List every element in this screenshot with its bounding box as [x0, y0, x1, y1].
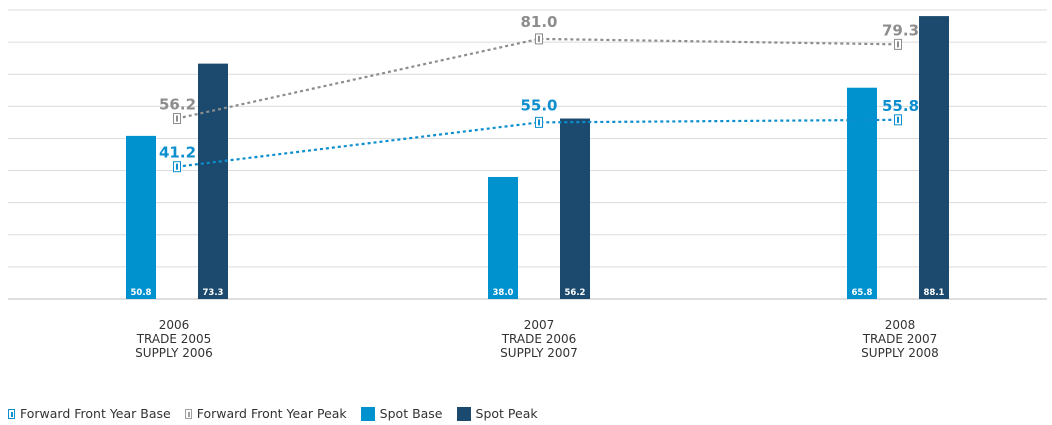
bar-value-label: 56.2 [565, 288, 586, 298]
x-tick-label: SUPPLY 2008 [861, 346, 939, 360]
legend-item-forward-peak: Forward Front Year Peak [184, 406, 347, 421]
legend-item-spot-base: Spot Base [360, 406, 443, 421]
chart-bars: 50.8 38.0 65.8 73.3 56.2 88.1 [126, 16, 949, 300]
chart-lines: 41.2 55.0 55.8 56.2 81.0 79.3 [159, 13, 919, 173]
line-marker [894, 114, 902, 126]
x-tick-label: 2006 [159, 318, 190, 332]
marker-bar [176, 115, 178, 122]
x-tick-label: TRADE 2005 [136, 332, 212, 346]
chart-grid [8, 9, 1047, 300]
x-tick-label: 2008 [885, 318, 916, 332]
line-marker [173, 113, 181, 125]
bar-value-label: 88.1 [924, 288, 945, 298]
line-value-label: 81.0 [520, 13, 557, 31]
line-value-label: 79.3 [882, 21, 919, 39]
bar-value-label: 38.0 [493, 288, 514, 298]
marker-bar [897, 116, 899, 123]
bar-value-label: 73.3 [203, 288, 224, 298]
spot-base-swatch [360, 406, 375, 421]
bar-spot-peak [198, 63, 228, 300]
line-marker [535, 116, 543, 128]
legend-item-forward-base: Forward Front Year Base [8, 406, 171, 421]
forward-peak-marker-icon [184, 408, 192, 419]
legend-label-forward-peak: Forward Front Year Peak [196, 406, 347, 421]
marker-bar [176, 163, 178, 170]
legend-item-spot-peak: Spot Peak [456, 406, 538, 421]
x-tick-label: 2007 [524, 318, 555, 332]
line-marker [535, 33, 543, 45]
marker-bar [538, 35, 540, 42]
x-tick-label: SUPPLY 2007 [500, 346, 578, 360]
legend-label-forward-base: Forward Front Year Base [20, 406, 171, 421]
bar-value-label: 65.8 [852, 288, 873, 298]
bar-spot-peak [919, 16, 949, 300]
line-value-label: 55.0 [520, 96, 557, 114]
bar-value-label: 50.8 [131, 288, 152, 298]
bar-spot-base [488, 176, 518, 299]
x-tick-label: TRADE 2007 [862, 332, 938, 346]
bar-spot-base [847, 87, 877, 299]
line-value-label: 56.2 [159, 96, 196, 114]
line-marker [894, 38, 902, 50]
chart-legend: Forward Front Year Base Forward Front Ye… [8, 406, 538, 421]
line-value-label: 41.2 [159, 144, 196, 162]
legend-label-spot-base: Spot Base [379, 406, 443, 421]
legend-label-spot-peak: Spot Peak [475, 406, 538, 421]
line-forward-front-year-base [176, 118, 899, 168]
marker-bar [538, 119, 540, 126]
x-tick-label: TRADE 2006 [501, 332, 577, 346]
line-value-label: 55.8 [882, 97, 919, 115]
line-marker [173, 161, 181, 173]
bar-spot-peak [560, 118, 590, 299]
x-tick-label: SUPPLY 2006 [135, 346, 213, 360]
bar-spot-base [126, 135, 156, 299]
spot-peak-swatch [456, 406, 471, 421]
forward-base-marker-icon [8, 408, 15, 419]
marker-bar [897, 41, 899, 48]
